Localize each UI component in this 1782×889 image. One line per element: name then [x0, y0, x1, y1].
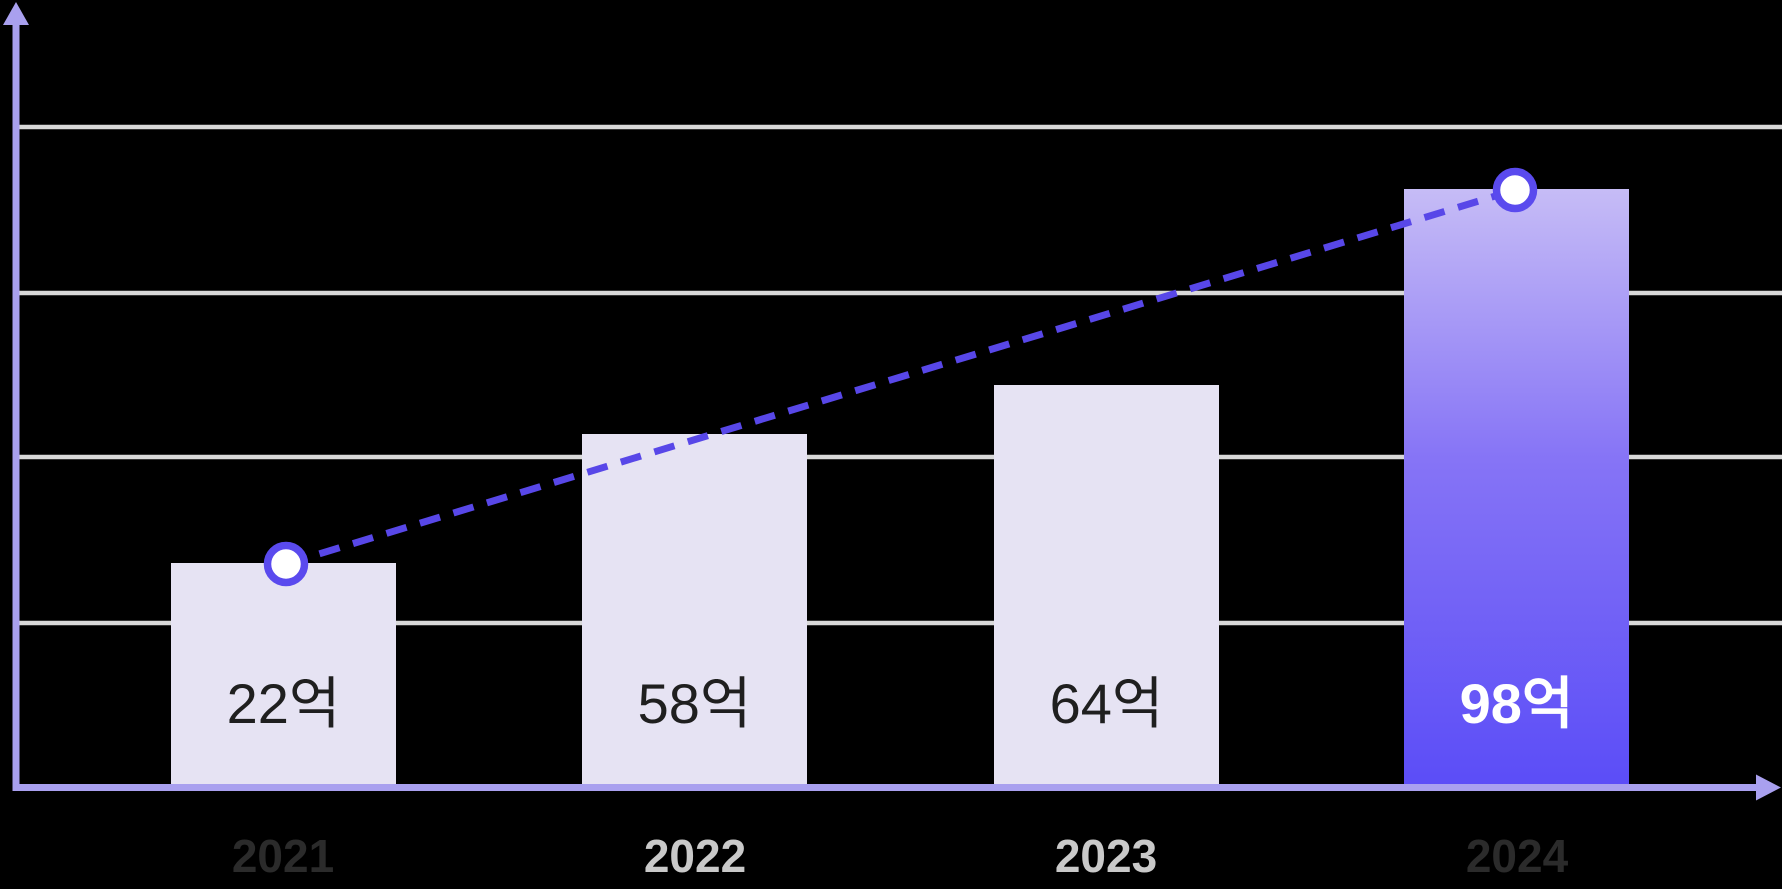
- bar-2023: 64억: [994, 385, 1219, 787]
- x-axis-label-2024: 2024: [1465, 830, 1569, 882]
- bar-2021: 22억: [171, 563, 396, 787]
- y-axis-arrow-icon: [3, 2, 29, 25]
- trend-marker-2024: [1492, 167, 1538, 213]
- bar-value-label: 64억: [1049, 672, 1164, 735]
- y-axis-line: [12, 20, 20, 789]
- bar-value-label: 58억: [637, 672, 752, 735]
- x-axis-line: [12, 784, 1757, 791]
- bar-2024-highlighted: 98억: [1404, 189, 1629, 787]
- bar-value-label: 22억: [226, 672, 341, 735]
- x-axis-label-2021: 2021: [231, 830, 335, 882]
- trend-dashed-line: [284, 186, 1517, 568]
- x-axis-arrow-icon: [1756, 774, 1781, 801]
- x-axis-label-2023: 2023: [1054, 830, 1158, 882]
- bar-2022: 58억: [582, 434, 807, 787]
- trend-marker-2021: [263, 541, 309, 587]
- bar-value-label: 98억: [1459, 672, 1574, 735]
- x-axis-label-2022: 2022: [643, 830, 747, 882]
